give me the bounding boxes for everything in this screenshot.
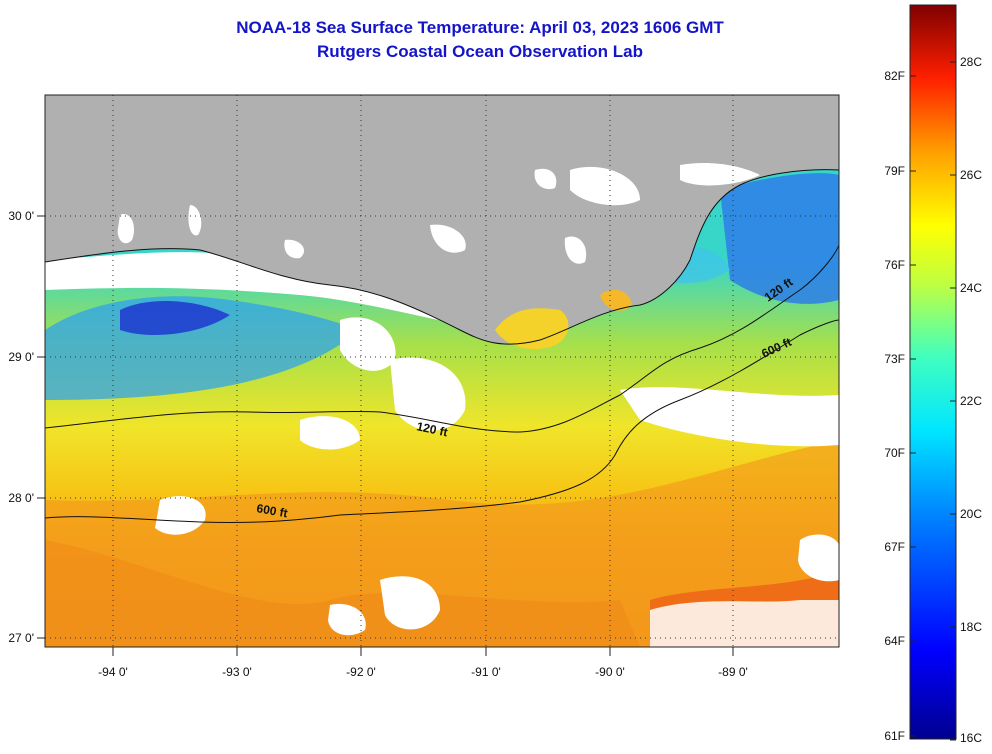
colorbar-c-label: 28C: [960, 55, 982, 69]
no-data-region: [798, 534, 839, 582]
colorbar-celsius-ticks: 28C 26C 24C 22C 20C 18C 16C: [950, 55, 982, 745]
isobath-120ft: [45, 244, 839, 433]
lat-label: 30 0': [8, 209, 34, 223]
lon-label: -90 0': [595, 665, 625, 679]
lon-label: -94 0': [98, 665, 128, 679]
colorbar-f-label: 73F: [884, 352, 905, 366]
inland-water: [564, 236, 587, 264]
colorbar: [909, 4, 957, 740]
colorbar-f-label: 61F: [884, 729, 905, 743]
inland-water: [534, 168, 557, 190]
coastline: [45, 169, 839, 345]
warm-water-region: [45, 540, 640, 647]
contour-label: 120 ft: [415, 419, 449, 439]
inland-water: [117, 214, 135, 244]
inland-water: [570, 166, 640, 206]
colorbar-f-label: 82F: [884, 69, 905, 83]
no-data-region: [155, 496, 206, 535]
isobath-600ft: [45, 319, 839, 524]
lat-label: 27 0': [8, 631, 34, 645]
colorbar-f-label: 67F: [884, 540, 905, 554]
map-subtitle: Rutgers Coastal Ocean Observation Lab: [317, 42, 643, 61]
no-data-region: [650, 600, 839, 647]
colorbar-f-label: 79F: [884, 164, 905, 178]
map-title: NOAA-18 Sea Surface Temperature: April 0…: [236, 18, 724, 37]
inland-water: [188, 205, 202, 236]
no-data-region: [328, 603, 366, 636]
lon-label: -91 0': [471, 665, 501, 679]
lon-label: -89 0': [718, 665, 748, 679]
inland-water: [284, 239, 305, 259]
colorbar-f-label: 76F: [884, 258, 905, 272]
coastal-bay: [495, 308, 569, 350]
graticule: [45, 95, 839, 647]
colorbar-f-label: 64F: [884, 634, 905, 648]
colorbar-fahrenheit-ticks: 82F 79F 76F 73F 70F 67F 64F 61F: [884, 69, 916, 743]
no-data-region: [340, 317, 396, 371]
no-data-region: [390, 357, 466, 431]
colorbar-c-label: 26C: [960, 168, 982, 182]
lon-label: -93 0': [222, 665, 252, 679]
cool-water-region: [720, 173, 839, 304]
lat-label: 29 0': [8, 350, 34, 364]
inland-water: [430, 224, 466, 253]
colorbar-c-label: 18C: [960, 620, 982, 634]
lat-label: 28 0': [8, 491, 34, 505]
colorbar-c-label: 24C: [960, 281, 982, 295]
no-data-region: [45, 252, 493, 330]
map-plot-area: 120 ft 600 ft 120 ft 600 ft: [45, 95, 839, 647]
inland-water: [680, 163, 760, 186]
coastal-bay: [600, 289, 632, 311]
colorbar-c-label: 22C: [960, 394, 982, 408]
map-frame: [44, 94, 840, 648]
axis-ticks: [37, 215, 734, 656]
land-mass: [45, 95, 839, 345]
cold-water-region: [120, 300, 230, 335]
colorbar-c-label: 16C: [960, 731, 982, 745]
warm-water-region: [45, 440, 839, 647]
colorbar-f-label: 70F: [884, 446, 905, 460]
lon-label: -92 0': [346, 665, 376, 679]
no-data-region: [380, 576, 440, 630]
colorbar-c-label: 20C: [960, 507, 982, 521]
contour-label: 600 ft: [255, 501, 288, 520]
no-data-region: [300, 416, 360, 450]
